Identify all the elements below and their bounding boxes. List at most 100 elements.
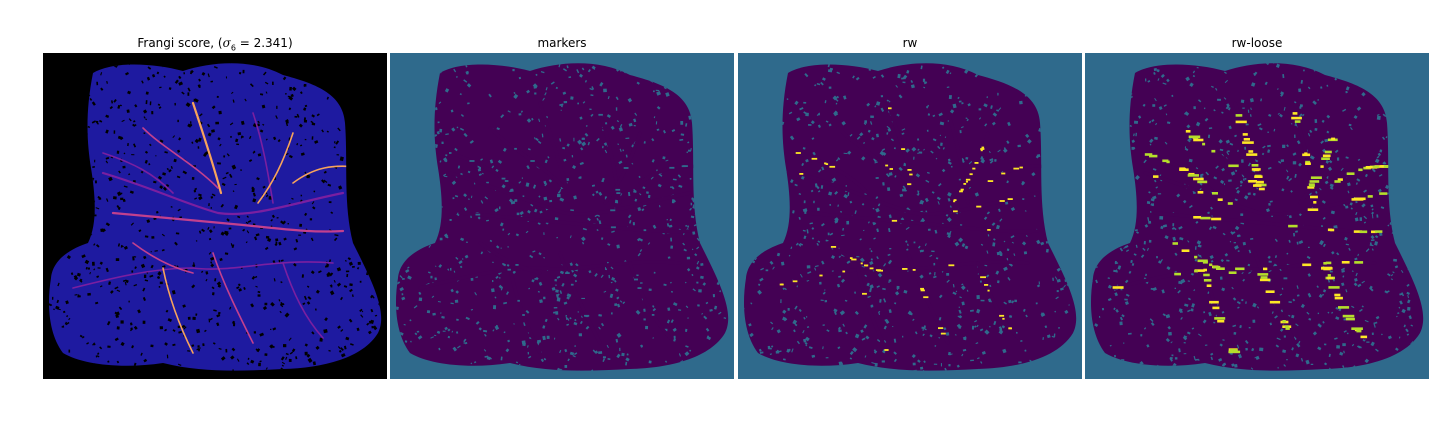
highlight-fragment	[1235, 267, 1245, 271]
highlight-fragment	[1351, 327, 1363, 330]
highlight-fragment	[1294, 120, 1301, 123]
vessel-line	[142, 127, 219, 189]
panel-title-frangi: Frangi score, (σ6 = 2.341)	[137, 36, 293, 53]
highlight-fragment	[1330, 228, 1335, 232]
highlight-fragment	[1351, 198, 1364, 201]
vessel-line	[603, 131, 642, 205]
highlight-fragment	[1248, 180, 1257, 183]
highlight-fragment	[449, 152, 452, 154]
highlight-fragment	[1194, 255, 1198, 259]
highlight-fragment	[1260, 276, 1268, 279]
highlight-fragment	[1019, 166, 1023, 169]
highlight-fragment	[902, 268, 908, 270]
highlight-fragment	[566, 271, 569, 274]
highlight-fragment	[1166, 160, 1170, 164]
highlight-fragment	[830, 246, 837, 248]
vessel-line	[191, 101, 223, 195]
highlight-fragment	[1307, 186, 1315, 189]
highlight-fragment	[1202, 261, 1208, 264]
highlight-fragment	[920, 287, 924, 290]
panel-title-rw-loose: rw-loose	[1231, 36, 1283, 50]
highlight-fragment	[1193, 216, 1201, 219]
highlight-fragment	[864, 264, 869, 267]
highlight-fragment	[1334, 180, 1341, 183]
highlight-fragment	[1197, 191, 1204, 194]
highlight-fragment	[1149, 154, 1158, 158]
highlight-fragment	[1309, 180, 1320, 183]
highlight-fragment	[1346, 172, 1355, 175]
vessel-line	[806, 211, 1040, 234]
highlight-fragment	[623, 167, 629, 169]
highlight-fragment	[1285, 327, 1290, 330]
vessel-line	[458, 211, 692, 234]
vessel-line	[252, 112, 274, 204]
highlight-fragment	[1193, 138, 1204, 142]
highlight-fragment	[1112, 286, 1124, 289]
vessel-line	[856, 266, 890, 355]
vessel-line	[836, 126, 915, 190]
highlight-fragment	[1365, 166, 1378, 169]
highlight-fragment	[1313, 201, 1317, 204]
highlight-fragment	[1246, 153, 1258, 156]
highlight-fragment	[598, 113, 603, 116]
highlight-fragment	[522, 314, 525, 316]
highlight-fragment	[1307, 208, 1319, 211]
highlight-fragment	[514, 147, 517, 150]
highlight-fragment	[792, 280, 798, 283]
highlight-fragment	[869, 267, 874, 270]
panel-title-rw: rw	[902, 36, 918, 50]
rw-loose-image	[1085, 53, 1429, 379]
highlight-fragment	[504, 180, 509, 182]
highlight-fragment	[999, 200, 1005, 202]
highlight-fragment	[570, 283, 574, 286]
highlight-fragment	[1242, 141, 1254, 144]
highlight-fragment	[1008, 327, 1012, 330]
highlight-fragment	[1256, 180, 1264, 184]
highlight-fragment	[953, 210, 958, 213]
highlight-fragment	[1185, 130, 1191, 133]
panel-rw-image	[738, 53, 1082, 379]
highlight-fragment	[1259, 278, 1271, 282]
highlight-fragment	[1374, 165, 1386, 168]
highlight-fragment	[1327, 228, 1332, 232]
highlight-fragment	[824, 162, 827, 165]
highlight-fragment	[1162, 159, 1169, 163]
vessel-line	[558, 251, 602, 345]
tissue-region	[48, 63, 382, 371]
highlight-fragment	[819, 274, 823, 277]
highlight-fragment	[1203, 279, 1212, 282]
highlight-fragment	[1282, 320, 1286, 323]
highlight-fragment	[1212, 265, 1221, 269]
highlight-fragment	[669, 166, 675, 169]
highlight-fragment	[1334, 293, 1341, 297]
highlight-fragment	[1338, 306, 1350, 309]
highlight-fragment	[902, 268, 905, 270]
highlight-fragment	[1203, 268, 1207, 272]
highlight-fragment	[980, 276, 986, 279]
highlight-fragment	[1322, 154, 1331, 158]
vessel-line	[538, 101, 570, 195]
highlight-fragment	[475, 213, 481, 216]
highlight-fragment	[1153, 175, 1159, 178]
highlight-fragment	[1325, 261, 1332, 265]
highlight-fragment	[1321, 157, 1330, 160]
rw-image	[738, 53, 1082, 379]
highlight-fragment	[799, 173, 804, 175]
highlight-fragment	[616, 192, 621, 194]
highlight-fragment	[891, 219, 898, 222]
highlight-fragment	[1367, 195, 1373, 198]
highlight-fragment	[643, 229, 647, 232]
highlight-fragment	[1302, 153, 1311, 157]
highlight-fragment	[862, 292, 867, 295]
vessel-line	[796, 151, 870, 195]
highlight-fragment	[1360, 335, 1368, 339]
highlight-fragment	[1235, 120, 1247, 124]
vessel-line	[508, 266, 542, 355]
highlight-fragment	[1345, 317, 1355, 321]
highlight-fragment	[953, 200, 956, 203]
highlight-fragment	[1342, 314, 1355, 318]
vessel-line	[102, 152, 174, 194]
highlight-fragment	[1374, 230, 1383, 233]
highlight-fragment	[1251, 164, 1259, 167]
highlight-fragment	[1331, 137, 1336, 141]
